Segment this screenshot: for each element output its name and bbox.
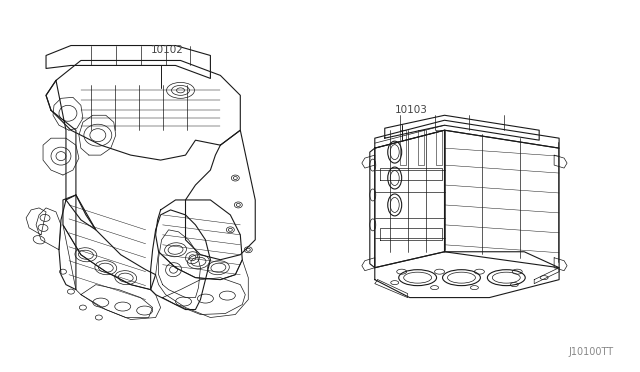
Text: 10102: 10102 [150,45,184,55]
Text: J10100TT: J10100TT [569,347,614,357]
Text: 10103: 10103 [395,105,428,115]
